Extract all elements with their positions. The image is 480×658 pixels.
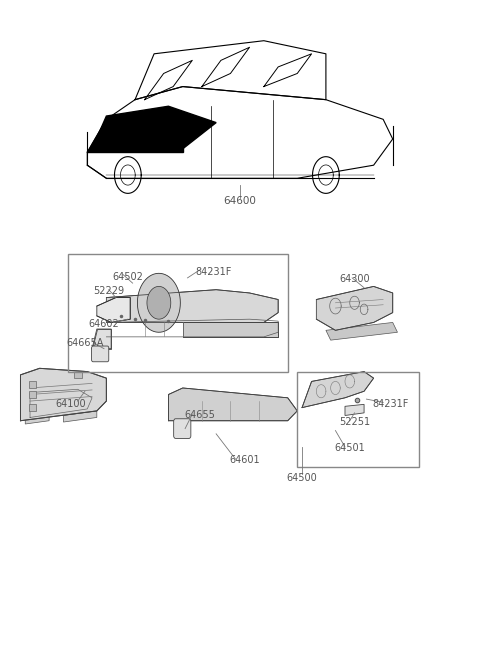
Bar xyxy=(29,392,36,398)
Polygon shape xyxy=(87,119,183,152)
FancyBboxPatch shape xyxy=(92,346,109,362)
Text: 64602: 64602 xyxy=(89,318,120,329)
Polygon shape xyxy=(25,414,49,424)
Polygon shape xyxy=(302,372,373,407)
Text: 64100: 64100 xyxy=(55,399,86,409)
Bar xyxy=(74,372,82,378)
Polygon shape xyxy=(326,322,397,340)
Text: 64601: 64601 xyxy=(229,455,260,465)
Polygon shape xyxy=(345,405,364,415)
Bar xyxy=(68,253,288,372)
Bar xyxy=(297,372,419,467)
FancyBboxPatch shape xyxy=(174,418,191,438)
Polygon shape xyxy=(147,286,171,319)
Text: 52229: 52229 xyxy=(93,286,124,296)
Text: 64600: 64600 xyxy=(224,196,256,206)
Polygon shape xyxy=(97,297,130,322)
Polygon shape xyxy=(137,273,180,332)
Polygon shape xyxy=(21,368,107,420)
Polygon shape xyxy=(183,322,278,337)
Text: 64655: 64655 xyxy=(184,411,215,420)
Text: 64300: 64300 xyxy=(339,274,370,284)
Polygon shape xyxy=(183,413,288,420)
Text: 64502: 64502 xyxy=(112,272,144,282)
Polygon shape xyxy=(63,411,97,422)
Text: 52251: 52251 xyxy=(339,417,370,427)
Polygon shape xyxy=(168,388,297,420)
Polygon shape xyxy=(92,106,216,149)
Text: 84231F: 84231F xyxy=(195,267,232,277)
Bar xyxy=(29,405,36,411)
Text: 64665A: 64665A xyxy=(66,338,104,349)
Polygon shape xyxy=(92,329,111,349)
Text: 84231F: 84231F xyxy=(372,399,408,409)
Polygon shape xyxy=(107,290,278,322)
Text: 64501: 64501 xyxy=(335,443,365,453)
Polygon shape xyxy=(316,286,393,330)
Bar xyxy=(29,382,36,388)
Text: 64500: 64500 xyxy=(287,473,317,484)
